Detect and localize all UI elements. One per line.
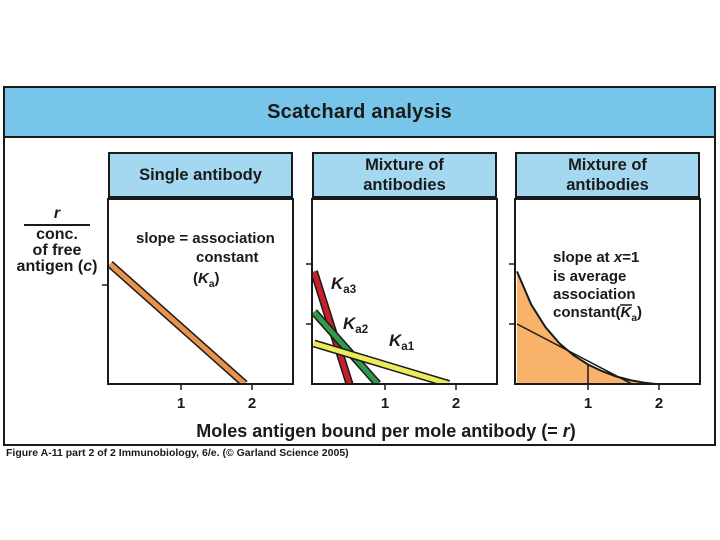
avg-annotation-line1: slope at x=1 — [553, 249, 639, 266]
series-line-Ka1 — [313, 341, 450, 383]
area-fill — [517, 271, 647, 383]
x-tick-label: 1 — [381, 395, 389, 412]
panel-plot-group-0 — [109, 261, 248, 383]
series-line-Ka2 — [313, 310, 380, 383]
figure-frame: Scatchard analysis — [3, 86, 716, 446]
panel-title-single-antibody: Single antibody — [108, 152, 293, 198]
figure-title: Scatchard analysis — [267, 100, 452, 123]
x-tick-label: 2 — [655, 395, 663, 412]
x-axis-label: Moles antigen bound per mole antibody (=… — [196, 421, 576, 441]
avg-annotation-line4: constant(Ka) — [553, 304, 642, 324]
y-label-line3: antigen (c) — [16, 258, 98, 275]
y-label-line1: conc. — [36, 226, 78, 243]
avg-annotation-line3: association — [553, 286, 636, 303]
x-tick-label: 1 — [584, 395, 592, 412]
panel-plot-group-1 — [313, 270, 451, 383]
x-tick-label: 2 — [452, 395, 460, 412]
series-label-Ka3: Ka3 — [331, 274, 356, 296]
y-label-line2: of free — [32, 242, 82, 259]
panel-box-2 — [514, 198, 701, 385]
panel-box-0 — [107, 198, 294, 385]
title-band: Scatchard analysis — [5, 88, 714, 138]
ka-annotation: (Ka) — [193, 270, 220, 290]
tangent-line — [516, 323, 632, 383]
series-label-Ka2: Ka2 — [343, 314, 368, 336]
panel-title-mixture-lines: Mixture of antibodies — [312, 152, 497, 198]
avg-annotation-line2: is average — [553, 268, 626, 285]
panel-plot-group-2 — [516, 271, 656, 383]
series-label-Ka1: Ka1 — [389, 331, 415, 353]
single-line — [109, 262, 247, 383]
slope-annotation-line1: slope = association — [136, 230, 275, 247]
slope-annotation-line2: constant — [196, 249, 259, 266]
panel-title-mixture-curve: Mixture of antibodies — [515, 152, 700, 198]
x-tick-label: 1 — [177, 395, 185, 412]
panel-box-1 — [311, 198, 498, 385]
y-label-fraction-bar — [24, 224, 90, 226]
figure-caption: Figure A-11 part 2 of 2 Immunobiology, 6… — [6, 447, 349, 459]
y-label-numerator: r — [53, 205, 61, 222]
x-tick-label: 2 — [248, 395, 256, 412]
